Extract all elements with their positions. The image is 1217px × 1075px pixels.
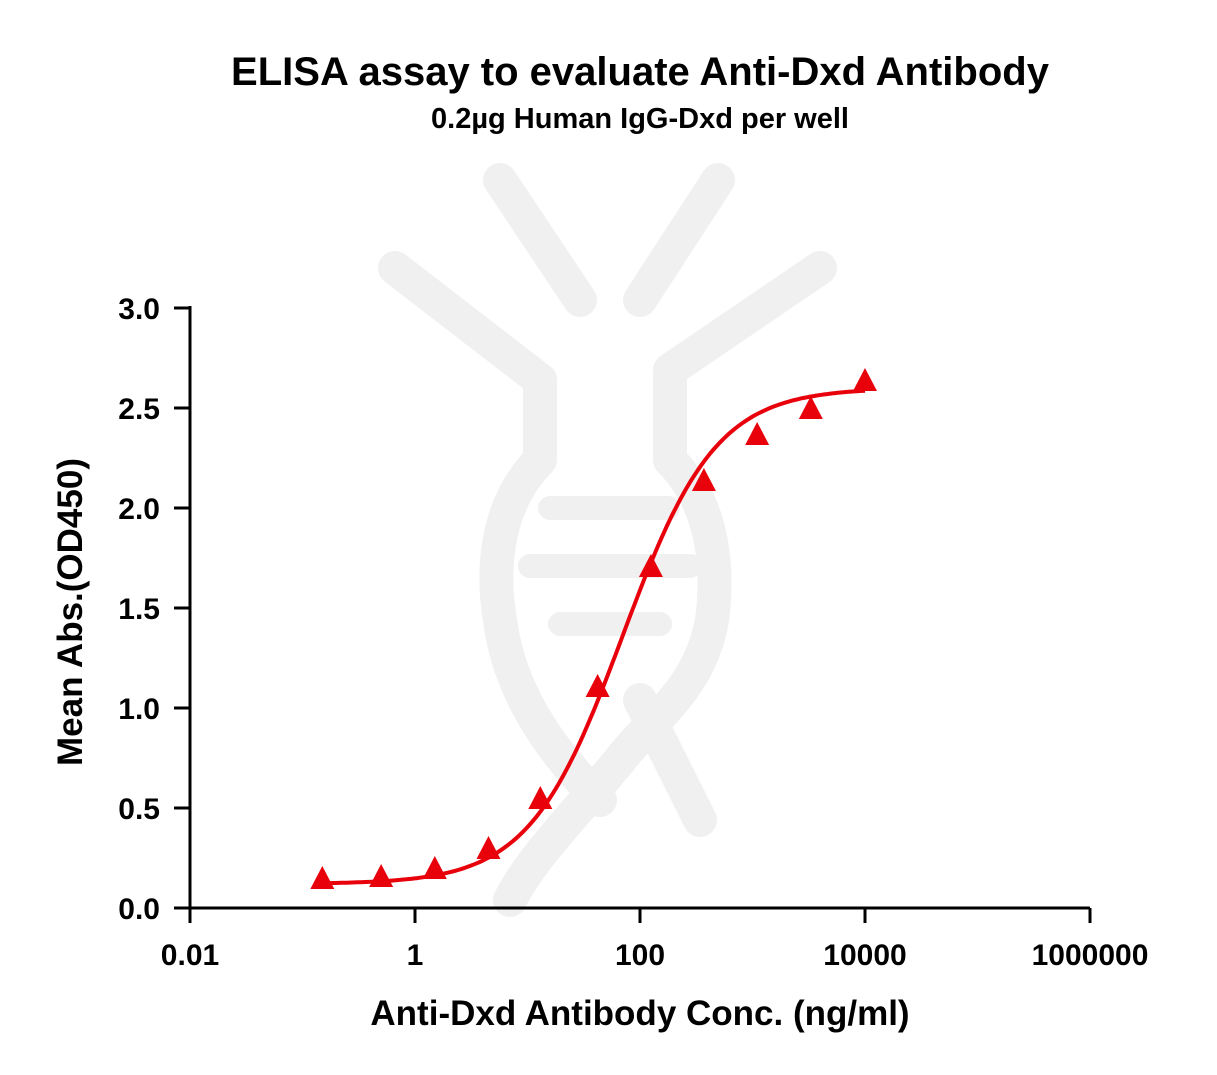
data-point-triangle <box>745 422 770 445</box>
y-tick-label: 1.0 <box>118 693 160 726</box>
x-tick-label: 1 <box>407 939 424 972</box>
data-point-triangle <box>310 866 335 889</box>
x-tick-label: 10000 <box>823 939 906 972</box>
x-axis-title: Anti-Dxd Antibody Conc. (ng/ml) <box>370 994 909 1033</box>
x-axis-ticks: 0.01 1 100 10000 1000000 <box>161 908 1149 972</box>
data-point-triangle <box>691 468 716 491</box>
y-tick-label: 0.0 <box>118 893 160 926</box>
fit-curve <box>322 388 866 886</box>
data-point-triangle <box>422 856 447 879</box>
watermark-logo <box>378 163 837 917</box>
x-tick-label: 100 <box>615 939 665 972</box>
x-tick-label: 1000000 <box>1032 939 1149 972</box>
data-point-triangle <box>476 836 501 859</box>
y-tick-label: 3.0 <box>118 293 160 326</box>
data-point-triangle <box>369 864 394 887</box>
data-points <box>310 368 877 889</box>
y-axis-title: Mean Abs.(OD450) <box>51 458 90 766</box>
chart-subtitle: 0.2µg Human IgG-Dxd per well <box>431 103 849 135</box>
x-tick-label: 0.01 <box>161 939 219 972</box>
y-axis-ticks: 0.0 0.5 1.0 1.5 2.0 2.5 3.0 <box>118 293 190 926</box>
data-point-triangle <box>585 674 610 697</box>
data-point-triangle <box>638 554 663 577</box>
y-tick-label: 2.5 <box>118 393 160 426</box>
data-point-triangle <box>853 368 877 391</box>
y-tick-label: 1.5 <box>118 593 160 626</box>
y-tick-label: 0.5 <box>118 793 160 826</box>
data-point-triangle <box>528 786 553 809</box>
data-point-triangle <box>798 396 823 419</box>
chart-title: ELISA assay to evaluate Anti-Dxd Antibod… <box>231 50 1050 94</box>
y-tick-label: 2.0 <box>118 493 160 526</box>
